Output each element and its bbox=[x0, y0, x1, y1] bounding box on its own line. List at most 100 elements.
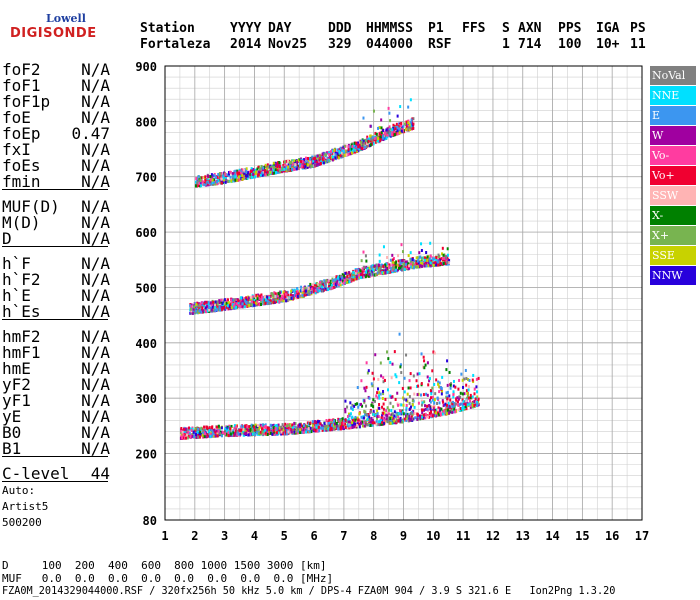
echo-point bbox=[430, 392, 433, 396]
echo-point bbox=[272, 168, 275, 172]
echo-point bbox=[371, 371, 374, 375]
echo-point bbox=[442, 400, 445, 404]
echo-point bbox=[319, 159, 322, 163]
echo-point bbox=[441, 412, 444, 416]
echo-point bbox=[463, 377, 466, 381]
echo-point bbox=[435, 256, 438, 260]
echo-point bbox=[429, 398, 432, 402]
echo-point bbox=[355, 149, 358, 153]
echo-point bbox=[249, 173, 252, 177]
echo-point bbox=[393, 124, 396, 128]
echo-point bbox=[273, 297, 276, 301]
echo-point bbox=[353, 141, 356, 145]
echo-point bbox=[400, 259, 403, 263]
echo-point bbox=[363, 386, 366, 390]
echo-point bbox=[357, 145, 360, 149]
echo-point bbox=[394, 127, 397, 131]
echo-point bbox=[309, 426, 312, 430]
echo-point bbox=[407, 416, 410, 420]
header-label-5: P1 bbox=[428, 21, 444, 36]
legend-item-sse: SSE bbox=[650, 246, 696, 265]
echo-point bbox=[457, 403, 460, 407]
echo-point bbox=[401, 420, 404, 424]
echo-point bbox=[300, 424, 303, 428]
echo-point bbox=[463, 392, 466, 396]
param-separator bbox=[2, 456, 108, 457]
echo-point bbox=[436, 396, 439, 400]
param-name: fmin bbox=[2, 172, 41, 191]
echo-point bbox=[304, 289, 307, 293]
echo-point bbox=[348, 414, 351, 418]
echo-point bbox=[378, 267, 381, 271]
echo-point bbox=[200, 176, 203, 180]
echo-point bbox=[394, 397, 397, 401]
echo-point bbox=[219, 432, 222, 436]
echo-point bbox=[446, 359, 449, 363]
echo-point bbox=[234, 173, 237, 177]
echo-point bbox=[415, 256, 418, 260]
echo-point bbox=[406, 412, 409, 416]
echo-point bbox=[328, 418, 331, 422]
echo-point bbox=[227, 434, 230, 438]
echo-point bbox=[463, 402, 466, 406]
echo-point bbox=[280, 432, 283, 436]
echo-point bbox=[263, 425, 266, 429]
echo-point bbox=[258, 303, 261, 307]
echo-point bbox=[355, 269, 358, 273]
echo-point bbox=[380, 131, 383, 135]
echo-point bbox=[264, 431, 267, 435]
echo-point bbox=[405, 125, 408, 129]
echo-point bbox=[350, 272, 353, 276]
echo-point bbox=[290, 430, 293, 434]
echo-point bbox=[307, 156, 310, 160]
echo-point bbox=[291, 159, 294, 163]
echo-point bbox=[240, 424, 243, 428]
echo-point bbox=[236, 433, 239, 437]
echo-point bbox=[281, 423, 284, 427]
echo-point bbox=[442, 253, 445, 257]
y-tick-label: 400 bbox=[135, 337, 157, 351]
echo-point bbox=[366, 267, 369, 271]
echo-point bbox=[419, 416, 422, 420]
echo-point bbox=[363, 409, 366, 413]
echo-point bbox=[355, 141, 358, 145]
echo-point bbox=[266, 428, 269, 432]
echo-point bbox=[302, 289, 305, 293]
echo-point bbox=[309, 157, 312, 161]
echo-point bbox=[476, 390, 479, 394]
param-row: yE N/A bbox=[2, 407, 110, 426]
echo-point bbox=[273, 432, 276, 436]
echo-point bbox=[422, 413, 425, 417]
echo-point bbox=[341, 417, 344, 421]
header-value-8: 100 bbox=[558, 37, 582, 52]
echo-point bbox=[193, 305, 196, 309]
echo-point bbox=[206, 309, 209, 313]
echo-point bbox=[203, 181, 206, 185]
x-tick-label: 3 bbox=[221, 529, 228, 543]
echo-point bbox=[393, 419, 396, 423]
echo-point bbox=[372, 109, 375, 113]
echo-point bbox=[437, 412, 440, 416]
echo-point bbox=[317, 282, 320, 286]
echo-point bbox=[471, 403, 474, 407]
param-value: N/A bbox=[81, 407, 110, 426]
echo-point bbox=[234, 169, 237, 173]
echo-point bbox=[438, 385, 441, 389]
echo-point bbox=[208, 180, 211, 184]
echo-point bbox=[308, 288, 311, 292]
echo-point bbox=[431, 386, 434, 390]
echo-point bbox=[379, 271, 382, 275]
legend-item-nnw: NNW bbox=[650, 266, 696, 285]
echo-point bbox=[399, 412, 402, 416]
echo-point bbox=[383, 418, 386, 422]
echo-point bbox=[284, 162, 287, 166]
echo-point bbox=[445, 368, 448, 372]
echo-point bbox=[300, 160, 303, 164]
echo-point bbox=[412, 117, 415, 121]
x-tick-label: 7 bbox=[340, 529, 347, 543]
y-tick-label: 600 bbox=[135, 226, 157, 240]
echo-point bbox=[395, 375, 398, 379]
echo-point bbox=[291, 162, 294, 166]
echo-point bbox=[384, 397, 387, 401]
echo-point bbox=[229, 170, 232, 174]
